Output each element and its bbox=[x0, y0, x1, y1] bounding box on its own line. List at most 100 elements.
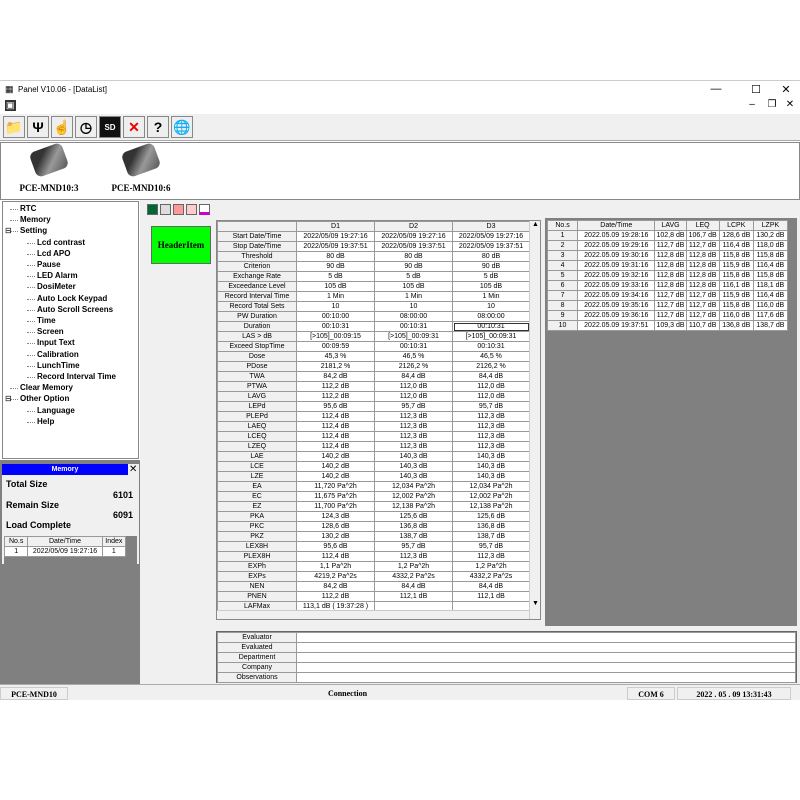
column-header[interactable]: LEQ bbox=[685, 220, 720, 231]
table-row[interactable]: Record Total Sets 10 10 10 bbox=[217, 301, 530, 312]
table-row[interactable]: LAE 140,2 dB 140,3 dB 140,3 dB bbox=[217, 451, 530, 462]
tree-item-time[interactable]: Time bbox=[37, 316, 56, 325]
table-row[interactable]: LAEQ 112,4 dB 112,3 dB 112,3 dB bbox=[217, 421, 530, 432]
column-header[interactable]: No.s bbox=[546, 220, 579, 231]
table-row[interactable]: LAS > dB [>105]_00:09:15 [>105]_00:09:31 [>… bbox=[217, 331, 530, 342]
maximize-button[interactable]: ☐ bbox=[751, 84, 761, 96]
column-header[interactable]: Index bbox=[101, 536, 127, 547]
info-field-evaluator[interactable] bbox=[296, 632, 796, 643]
table-row[interactable]: EC 11,675 Pa^2h 12,002 Pa^2h 12,002 Pa^2h bbox=[217, 491, 530, 502]
mdi-minimize-button[interactable]: – bbox=[749, 99, 755, 110]
tree-item-rtc[interactable]: RTC bbox=[20, 204, 37, 213]
print-icon[interactable] bbox=[160, 204, 171, 215]
help-icon[interactable]: ? bbox=[147, 116, 169, 138]
table-row[interactable]: Stop Date/Time 2022/05/09 19:37:51 2022/05… bbox=[217, 241, 530, 252]
table-row[interactable]: LCE 140,2 dB 140,3 dB 140,3 dB bbox=[217, 461, 530, 472]
bar-chart-icon[interactable] bbox=[199, 204, 210, 215]
tree-item-auto-lock-keypad[interactable]: Auto Lock Keypad bbox=[37, 293, 108, 303]
table-row[interactable]: 1 2022/05/09 19:27:16 1 bbox=[3, 546, 127, 557]
column-header[interactable]: LCPK bbox=[718, 220, 754, 231]
expand-icon[interactable]: ⊟ bbox=[5, 226, 12, 236]
table-row[interactable]: Record Interval Time 1 Min 1 Min 1 Min bbox=[217, 291, 530, 302]
table-row[interactable]: LEX8H 95,6 dB 95,7 dB 95,7 dB bbox=[217, 541, 530, 552]
tree-item-pause[interactable]: Pause bbox=[37, 260, 61, 269]
table-row[interactable]: PLEX8H 112,4 dB 112,3 dB 112,3 dB bbox=[217, 551, 530, 562]
column-header[interactable]: D1 bbox=[296, 221, 375, 232]
device-item[interactable]: PCE-MND10:3 bbox=[9, 141, 89, 193]
tree-item-led-alarm[interactable]: LED Alarm bbox=[37, 271, 78, 281]
column-header[interactable]: LZPK bbox=[752, 220, 789, 231]
table-row[interactable]: 6 2022.05.09 19:33:16 112,8 dB 112,8 dB 116,… bbox=[546, 280, 789, 291]
column-header[interactable] bbox=[217, 221, 297, 232]
tree-item-setting[interactable]: Setting bbox=[20, 226, 48, 236]
tree-item-memory[interactable]: Memory bbox=[20, 215, 51, 225]
table-row[interactable]: PKC 128,6 dB 136,8 dB 136,8 dB bbox=[217, 521, 530, 532]
table-row[interactable]: EXPh 1,1 Pa^2h 1,2 Pa^2h 1,2 Pa^2h bbox=[217, 561, 530, 572]
column-header[interactable]: D3 bbox=[452, 221, 530, 232]
device-item[interactable]: PCE-MND10:6 bbox=[101, 141, 181, 193]
table-row[interactable]: LZEQ 112,4 dB 112,3 dB 112,3 dB bbox=[217, 441, 530, 452]
tree-item-lcd-apo[interactable]: Lcd APO bbox=[37, 248, 71, 258]
table-row[interactable]: 8 2022.05.09 19:35:16 112,7 dB 112,7 dB 115,… bbox=[546, 300, 789, 311]
table-row[interactable]: Duration 00:10:31 00:10:31 00:10:31 bbox=[217, 321, 530, 332]
table-row[interactable]: Threshold 80 dB 80 dB 80 dB bbox=[217, 251, 530, 262]
table-row[interactable]: Exceed StopTime 00:09:59 00:10:31 00:10:31 bbox=[217, 341, 530, 352]
table-row[interactable]: LZE 140,2 dB 140,3 dB 140,3 dB bbox=[217, 471, 530, 482]
info-field-company[interactable] bbox=[296, 662, 796, 673]
delete-icon[interactable]: ✕ bbox=[123, 116, 145, 138]
memory-close-button[interactable]: ✕ bbox=[129, 464, 138, 475]
report-icon[interactable] bbox=[186, 204, 197, 215]
table-row[interactable]: Exchange Rate 5 dB 5 dB 5 dB bbox=[217, 271, 530, 282]
folder-icon[interactable]: 📁 bbox=[3, 116, 25, 138]
column-header[interactable]: Date/Time bbox=[27, 536, 103, 547]
table-row[interactable]: 10 2022.05.09 19:37:51 109,3 dB 110,7 dB 136… bbox=[546, 320, 789, 331]
tree-item-other-option[interactable]: Other Option bbox=[20, 394, 70, 404]
table-row[interactable]: 1 2022.05.09 19:28:16 102,8 dB 106,7 dB 128,… bbox=[546, 230, 789, 241]
table-row[interactable]: 2 2022.05.09 19:29:16 112,7 dB 112,7 dB 116,… bbox=[546, 240, 789, 251]
horizontal-scrollbar[interactable] bbox=[217, 610, 529, 619]
usb-icon[interactable]: Ψ bbox=[27, 116, 49, 138]
table-row[interactable]: LEPd 95,6 dB 95,7 dB 95,7 dB bbox=[217, 401, 530, 412]
table-row[interactable]: PKZ 130,2 dB 138,7 dB 138,7 dB bbox=[217, 531, 530, 542]
tree-item-clear-memory[interactable]: Clear Memory bbox=[20, 383, 73, 393]
table-row[interactable]: LAVG 112,2 dB 112,0 dB 112,0 dB bbox=[217, 391, 530, 402]
table-row[interactable]: PTWA 112,2 dB 112,0 dB 112,0 dB bbox=[217, 381, 530, 392]
tree-item-record-interval-time[interactable]: Record Interval Time bbox=[37, 372, 116, 381]
tree-item-dosimeter[interactable]: DosiMeter bbox=[37, 282, 76, 292]
tree-item-lcd-contrast[interactable]: Lcd contrast bbox=[37, 237, 86, 247]
table-row[interactable]: 7 2022.05.09 19:34:16 112,7 dB 112,7 dB 115,… bbox=[546, 290, 789, 301]
table-row[interactable]: PNEN 112,2 dB 112,1 dB 112,1 dB bbox=[217, 591, 530, 602]
tree-item-language[interactable]: Language bbox=[37, 405, 75, 415]
table-row[interactable]: NEN 84,2 dB 84,4 dB 84,4 dB bbox=[217, 581, 530, 592]
table-row[interactable]: Start Date/Time 2022/05/09 19:27:16 2022/0… bbox=[217, 231, 530, 242]
vertical-scrollbar[interactable]: ▲ ▼ bbox=[529, 221, 540, 619]
clock-icon[interactable]: ◷ bbox=[75, 116, 97, 138]
info-field-department[interactable] bbox=[296, 652, 796, 663]
table-row[interactable]: 3 2022.05.09 19:30:16 112,8 dB 112,8 dB 115,… bbox=[546, 250, 789, 261]
minimize-button[interactable]: — bbox=[710, 83, 722, 95]
table-row[interactable]: Criterion 90 dB 90 dB 90 dB bbox=[217, 261, 530, 272]
mdi-restore-button[interactable]: ❐ bbox=[767, 99, 777, 110]
tree-item-calibration[interactable]: Calibration bbox=[37, 349, 79, 359]
info-field-evaluated[interactable] bbox=[296, 642, 796, 653]
table-row[interactable]: Dose 45,3 % 46,5 % 46,5 % bbox=[217, 351, 530, 362]
table-row[interactable]: PKA 124,3 dB 125,6 dB 125,6 dB bbox=[217, 511, 530, 522]
sd-card-icon[interactable]: SD bbox=[99, 116, 121, 138]
column-header[interactable]: D2 bbox=[374, 221, 453, 232]
table-row[interactable]: EA 11,720 Pa^2h 12,034 Pa^2h 12,034 Pa^2h bbox=[217, 481, 530, 492]
table-row[interactable]: EXPs 4219,2 Pa^2s 4332,2 Pa^2s 4332,2 Pa^2s bbox=[217, 571, 530, 582]
table-row[interactable]: Exceedance Level 105 dB 105 dB 105 dB bbox=[217, 281, 530, 292]
header-item-button[interactable]: HeaderItem bbox=[151, 226, 211, 264]
expand-icon[interactable]: ⊟ bbox=[5, 394, 12, 404]
column-header[interactable]: LAVG bbox=[654, 220, 687, 231]
table-row[interactable]: 5 2022.05.09 19:32:16 112,8 dB 112,8 dB 115,… bbox=[546, 270, 789, 281]
export-icon[interactable] bbox=[173, 204, 184, 215]
table-row[interactable]: 4 2022.05.09 19:31:16 112,8 dB 112,8 dB 115,… bbox=[546, 260, 789, 271]
tree-item-auto-scroll-screens[interactable]: Auto Scroll Screens bbox=[37, 304, 114, 314]
table-row[interactable]: TWA 84,2 dB 84,4 dB 84,4 dB bbox=[217, 371, 530, 382]
table-row[interactable]: PLEPd 112,4 dB 112,3 dB 112,3 dB bbox=[217, 411, 530, 422]
table-row[interactable]: PW Duration 00:10:00 08:00:00 08:00:00 bbox=[217, 311, 530, 322]
tree-item-screen[interactable]: Screen bbox=[37, 327, 64, 337]
table-row[interactable]: 9 2022.05.09 19:36:16 112,7 dB 112,7 dB 116,… bbox=[546, 310, 789, 321]
info-field-observations[interactable] bbox=[296, 672, 796, 683]
